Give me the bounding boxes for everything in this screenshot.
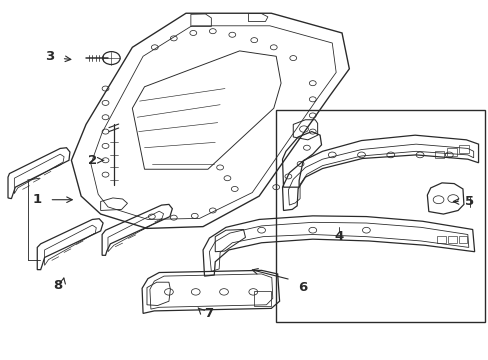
Text: 7: 7 bbox=[204, 307, 213, 320]
Text: 2: 2 bbox=[88, 154, 97, 167]
Text: 4: 4 bbox=[333, 230, 343, 243]
Text: 8: 8 bbox=[54, 279, 63, 292]
Text: 5: 5 bbox=[464, 195, 473, 208]
Bar bbox=[276, 110, 484, 321]
Text: 6: 6 bbox=[298, 281, 307, 294]
Text: 1: 1 bbox=[33, 193, 42, 206]
Text: 3: 3 bbox=[45, 50, 54, 63]
